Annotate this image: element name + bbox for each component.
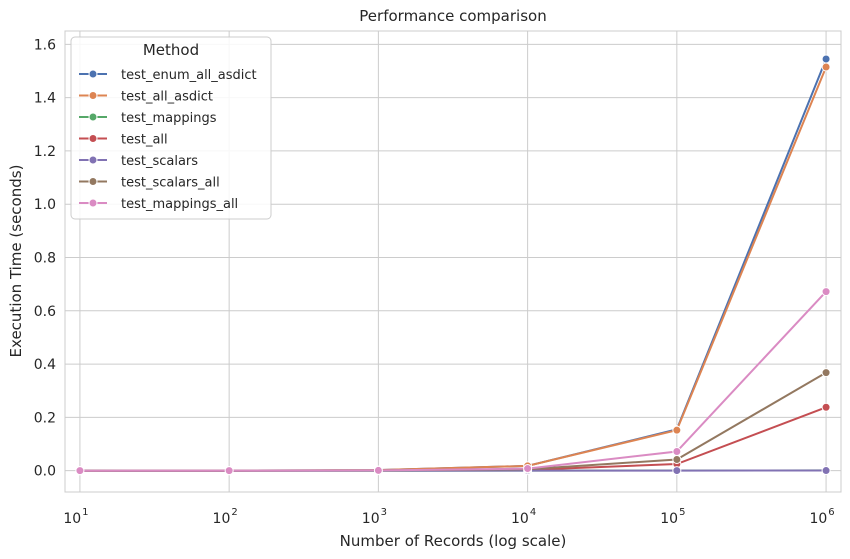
x-tick-base: 10 [660,511,678,527]
x-tick-base: 10 [362,511,380,527]
legend-marker [88,69,98,79]
data-point-test_all_asdict [672,425,682,435]
x-tick-label: 106 [809,507,834,527]
legend-label: test_mappings_all [121,197,238,212]
legend-marker [88,155,98,165]
data-point-test_mappings_all [821,287,831,297]
x-tick-base: 10 [809,511,827,527]
legend: Method test_enum_all_asdict test_all_asdi… [70,36,272,220]
legend-label: test_enum_all_asdict [121,68,257,83]
legend-marker [88,177,98,186]
x-axis-ticks: 101 102 103 104 105 106 [63,507,834,527]
y-tick-label: 1.6 [34,37,56,53]
chart-title: Performance comparison [359,7,546,25]
legend-label: test_scalars_all [121,176,220,191]
x-tick-exponent: 5 [679,507,685,518]
legend-box [70,36,272,220]
y-tick-label: 0.2 [34,410,56,426]
y-axis-label: Execution Time (seconds) [7,165,25,358]
data-point-test_all_asdict [821,62,831,72]
x-tick-exponent: 6 [828,507,834,518]
legend-title: Method [143,41,199,59]
data-point-test_scalars [672,466,682,476]
y-tick-label: 0.4 [34,357,56,373]
data-point-test_scalars_all [672,454,682,464]
x-tick-exponent: 3 [381,507,387,518]
y-tick-label: 1.4 [34,91,56,107]
data-point-test_mappings_all [523,464,533,474]
data-point-test_mappings_all [373,465,383,475]
legend-label: test_mappings [121,111,217,126]
data-point-test_all [821,402,831,412]
data-point-test_mappings_all [75,466,85,476]
data-point-test_mappings_all [672,446,682,456]
y-axis-ticks: 0.0 0.2 0.4 0.6 0.8 1.0 1.2 1.4 1.6 [34,37,56,479]
legend-marker [88,112,98,122]
series-lines [75,54,831,476]
x-tick-base: 10 [213,511,231,527]
legend-marker [88,134,98,143]
legend-marker [88,91,98,100]
y-tick-label: 1.0 [34,197,56,213]
x-tick-exponent: 1 [82,507,88,518]
series-line-test_mappings_all [79,290,827,472]
data-point-test_mappings_all [224,466,234,476]
data-point-test_scalars_all [821,368,831,378]
legend-label: test_all_asdict [121,90,213,105]
legend-label: test_scalars [121,154,198,169]
y-tick-label: 0.0 [34,464,56,480]
data-point-test_scalars [821,466,831,476]
legend-label: test_all [121,133,168,148]
x-axis-label: Number of Records (log scale) [340,532,567,550]
y-tick-label: 1.2 [34,144,56,160]
x-tick-label: 105 [660,507,685,527]
x-tick-label: 102 [213,507,238,527]
x-tick-exponent: 4 [530,507,536,518]
x-tick-exponent: 2 [231,507,237,518]
x-tick-label: 101 [63,507,88,527]
x-tick-base: 10 [511,511,529,527]
x-tick-base: 10 [63,511,81,527]
legend-marker [88,198,98,208]
x-tick-label: 103 [362,507,387,527]
data-point-test_enum_all_asdict [821,54,831,64]
y-tick-label: 0.8 [34,251,56,267]
y-tick-label: 0.6 [34,304,56,320]
x-tick-label: 104 [511,507,536,527]
